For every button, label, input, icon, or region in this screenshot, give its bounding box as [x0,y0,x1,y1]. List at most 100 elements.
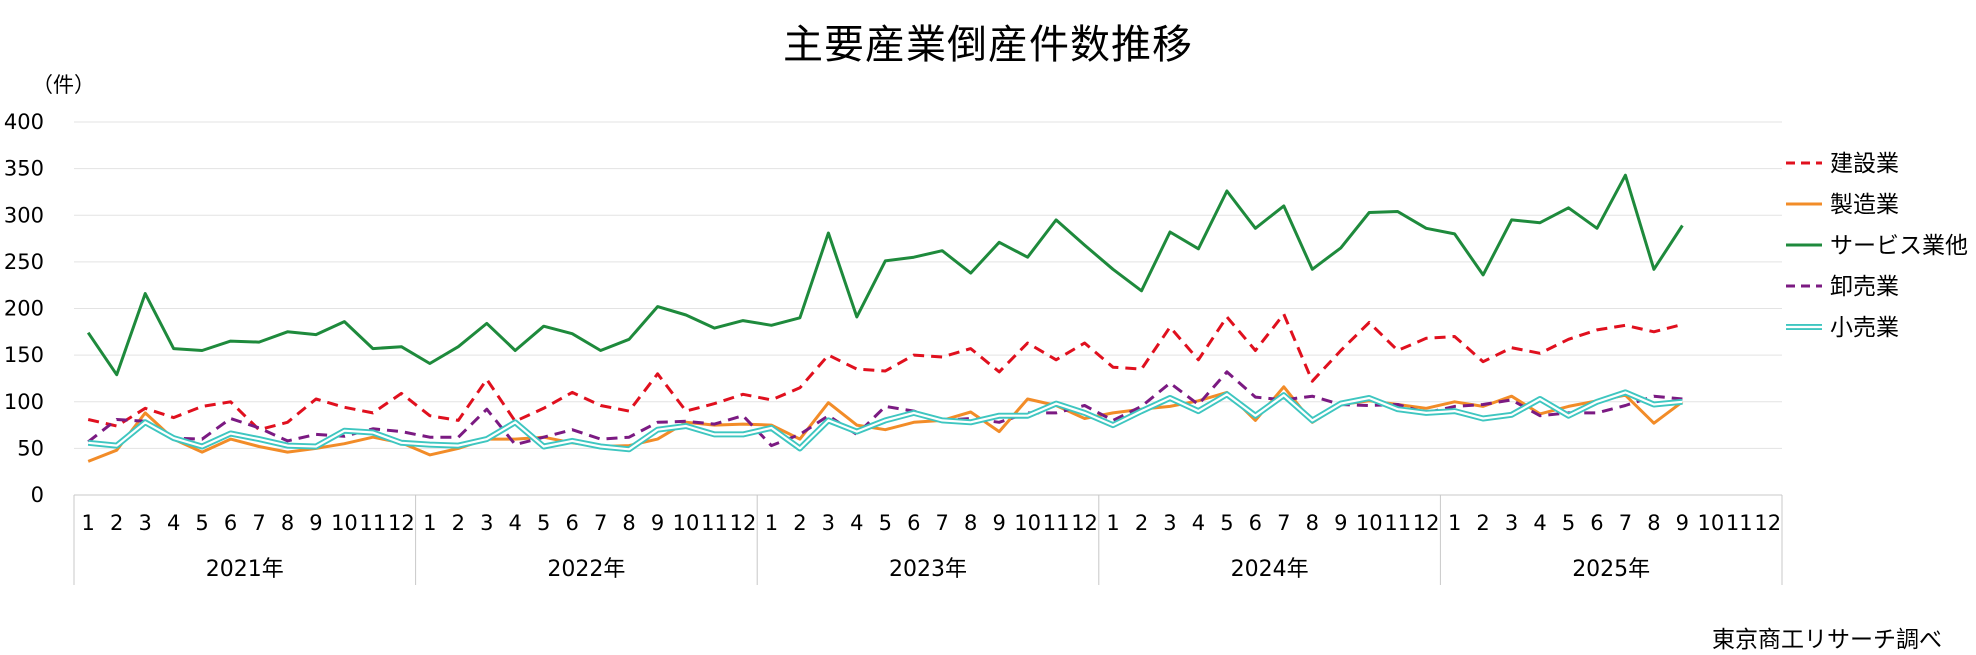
legend-item: 製造業 [1786,192,1899,218]
x-tick-label: 6 [224,511,237,535]
x-tick-label: 10 [673,511,700,535]
x-tick-label: 4 [1192,511,1205,535]
x-tick-label: 11 [1726,511,1753,535]
y-tick-label: 0 [31,483,44,507]
x-tick-label: 12 [388,511,415,535]
y-tick-label: 300 [4,203,44,227]
x-tick-label: 3 [138,511,151,535]
chart-title: 主要産業倒産件数推移 [783,22,1193,68]
x-tick-label: 11 [701,511,728,535]
year-label: 2021年 [206,557,284,582]
x-tick-label: 5 [1220,511,1233,535]
x-tick-label: 12 [730,511,757,535]
x-tick-label: 4 [850,511,863,535]
series-lines [86,173,1684,463]
x-tick-label: 5 [1562,511,1575,535]
x-tick-label: 10 [331,511,358,535]
x-tick-label: 12 [1071,511,1098,535]
x-tick-label: 1 [82,511,95,535]
legend-item: サービス業他 [1786,233,1968,259]
year-label: 2025年 [1572,557,1650,582]
y-tick-label: 250 [4,250,44,274]
x-tick-label: 6 [907,511,920,535]
x-tick-label: 6 [1590,511,1603,535]
x-tick-label: 8 [622,511,635,535]
x-tick-label: 11 [1043,511,1070,535]
x-tick-label: 1 [423,511,436,535]
series-line [87,312,1683,432]
x-tick-label: 2 [793,511,806,535]
x-tick-label: 7 [252,511,265,535]
x-tick-label: 10 [1356,511,1383,535]
year-label: 2024年 [1231,557,1309,582]
x-tick-label: 3 [1163,511,1176,535]
legend-item: 建設業 [1786,151,1899,177]
x-tick-label: 12 [1754,511,1781,535]
series-line [87,370,1683,448]
x-tick-label: 8 [281,511,294,535]
x-tick-label: 12 [1413,511,1440,535]
y-tick-label: 150 [4,343,44,367]
x-tick-label: 1 [765,511,778,535]
x-tick-label: 11 [1384,511,1411,535]
legend-label: 建設業 [1830,151,1899,177]
legend-label: 小売業 [1830,315,1899,341]
x-tick-label: 9 [992,511,1005,535]
legend-label: 卸売業 [1830,274,1899,300]
year-label: 2023年 [889,557,967,582]
y-axis-label: （件） [32,73,95,97]
x-tick-label: 3 [822,511,835,535]
y-tick-label: 350 [4,157,44,181]
x-tick-label: 4 [167,511,180,535]
x-tick-label: 5 [537,511,550,535]
x-tick-label: 5 [195,511,208,535]
x-tick-label: 2 [1135,511,1148,535]
x-tick-label: 9 [1334,511,1347,535]
legend-item: 卸売業 [1786,274,1899,300]
y-tick-label: 50 [17,436,44,460]
x-tick-label: 4 [509,511,522,535]
grid-lines [74,121,1782,496]
x-tick-label: 2 [452,511,465,535]
x-tick-label: 10 [1014,511,1041,535]
x-tick-label: 7 [594,511,607,535]
x-tick-label: 6 [1249,511,1262,535]
series-4 [87,370,1683,448]
x-tick-label: 7 [1619,511,1632,535]
x-tick-label: 9 [309,511,322,535]
x-tick-label: 8 [1647,511,1660,535]
y-tick-label: 400 [4,110,44,134]
y-tick-label: 100 [4,390,44,414]
x-tick-label: 9 [1676,511,1689,535]
legend-label: サービス業他 [1830,233,1968,259]
x-tick-label: 3 [1505,511,1518,535]
series-line [87,385,1684,463]
series-2 [87,385,1684,463]
legend-item: 小売業 [1786,315,1899,341]
x-tick-label: 2 [110,511,123,535]
x-tick-label: 3 [480,511,493,535]
x-tick-label: 8 [964,511,977,535]
x-tick-label: 1 [1448,511,1461,535]
x-tick-label: 5 [879,511,892,535]
x-tick-label: 10 [1697,511,1724,535]
x-tick-label: 11 [360,511,387,535]
series-5 [87,389,1683,453]
series-line [86,173,1684,377]
x-tick-label: 7 [936,511,949,535]
series-3 [86,173,1684,377]
x-tick-label: 1 [1106,511,1119,535]
x-tick-label: 2 [1476,511,1489,535]
year-label: 2022年 [547,557,625,582]
x-tick-label: 6 [565,511,578,535]
series-line-inner [88,391,1683,451]
x-tick-label: 9 [651,511,664,535]
x-tick-label: 8 [1306,511,1319,535]
source-note: 東京商工リサーチ調べ [1712,627,1942,653]
legend-label: 製造業 [1830,192,1899,218]
y-tick-label: 200 [4,297,44,321]
x-tick-label: 4 [1533,511,1546,535]
